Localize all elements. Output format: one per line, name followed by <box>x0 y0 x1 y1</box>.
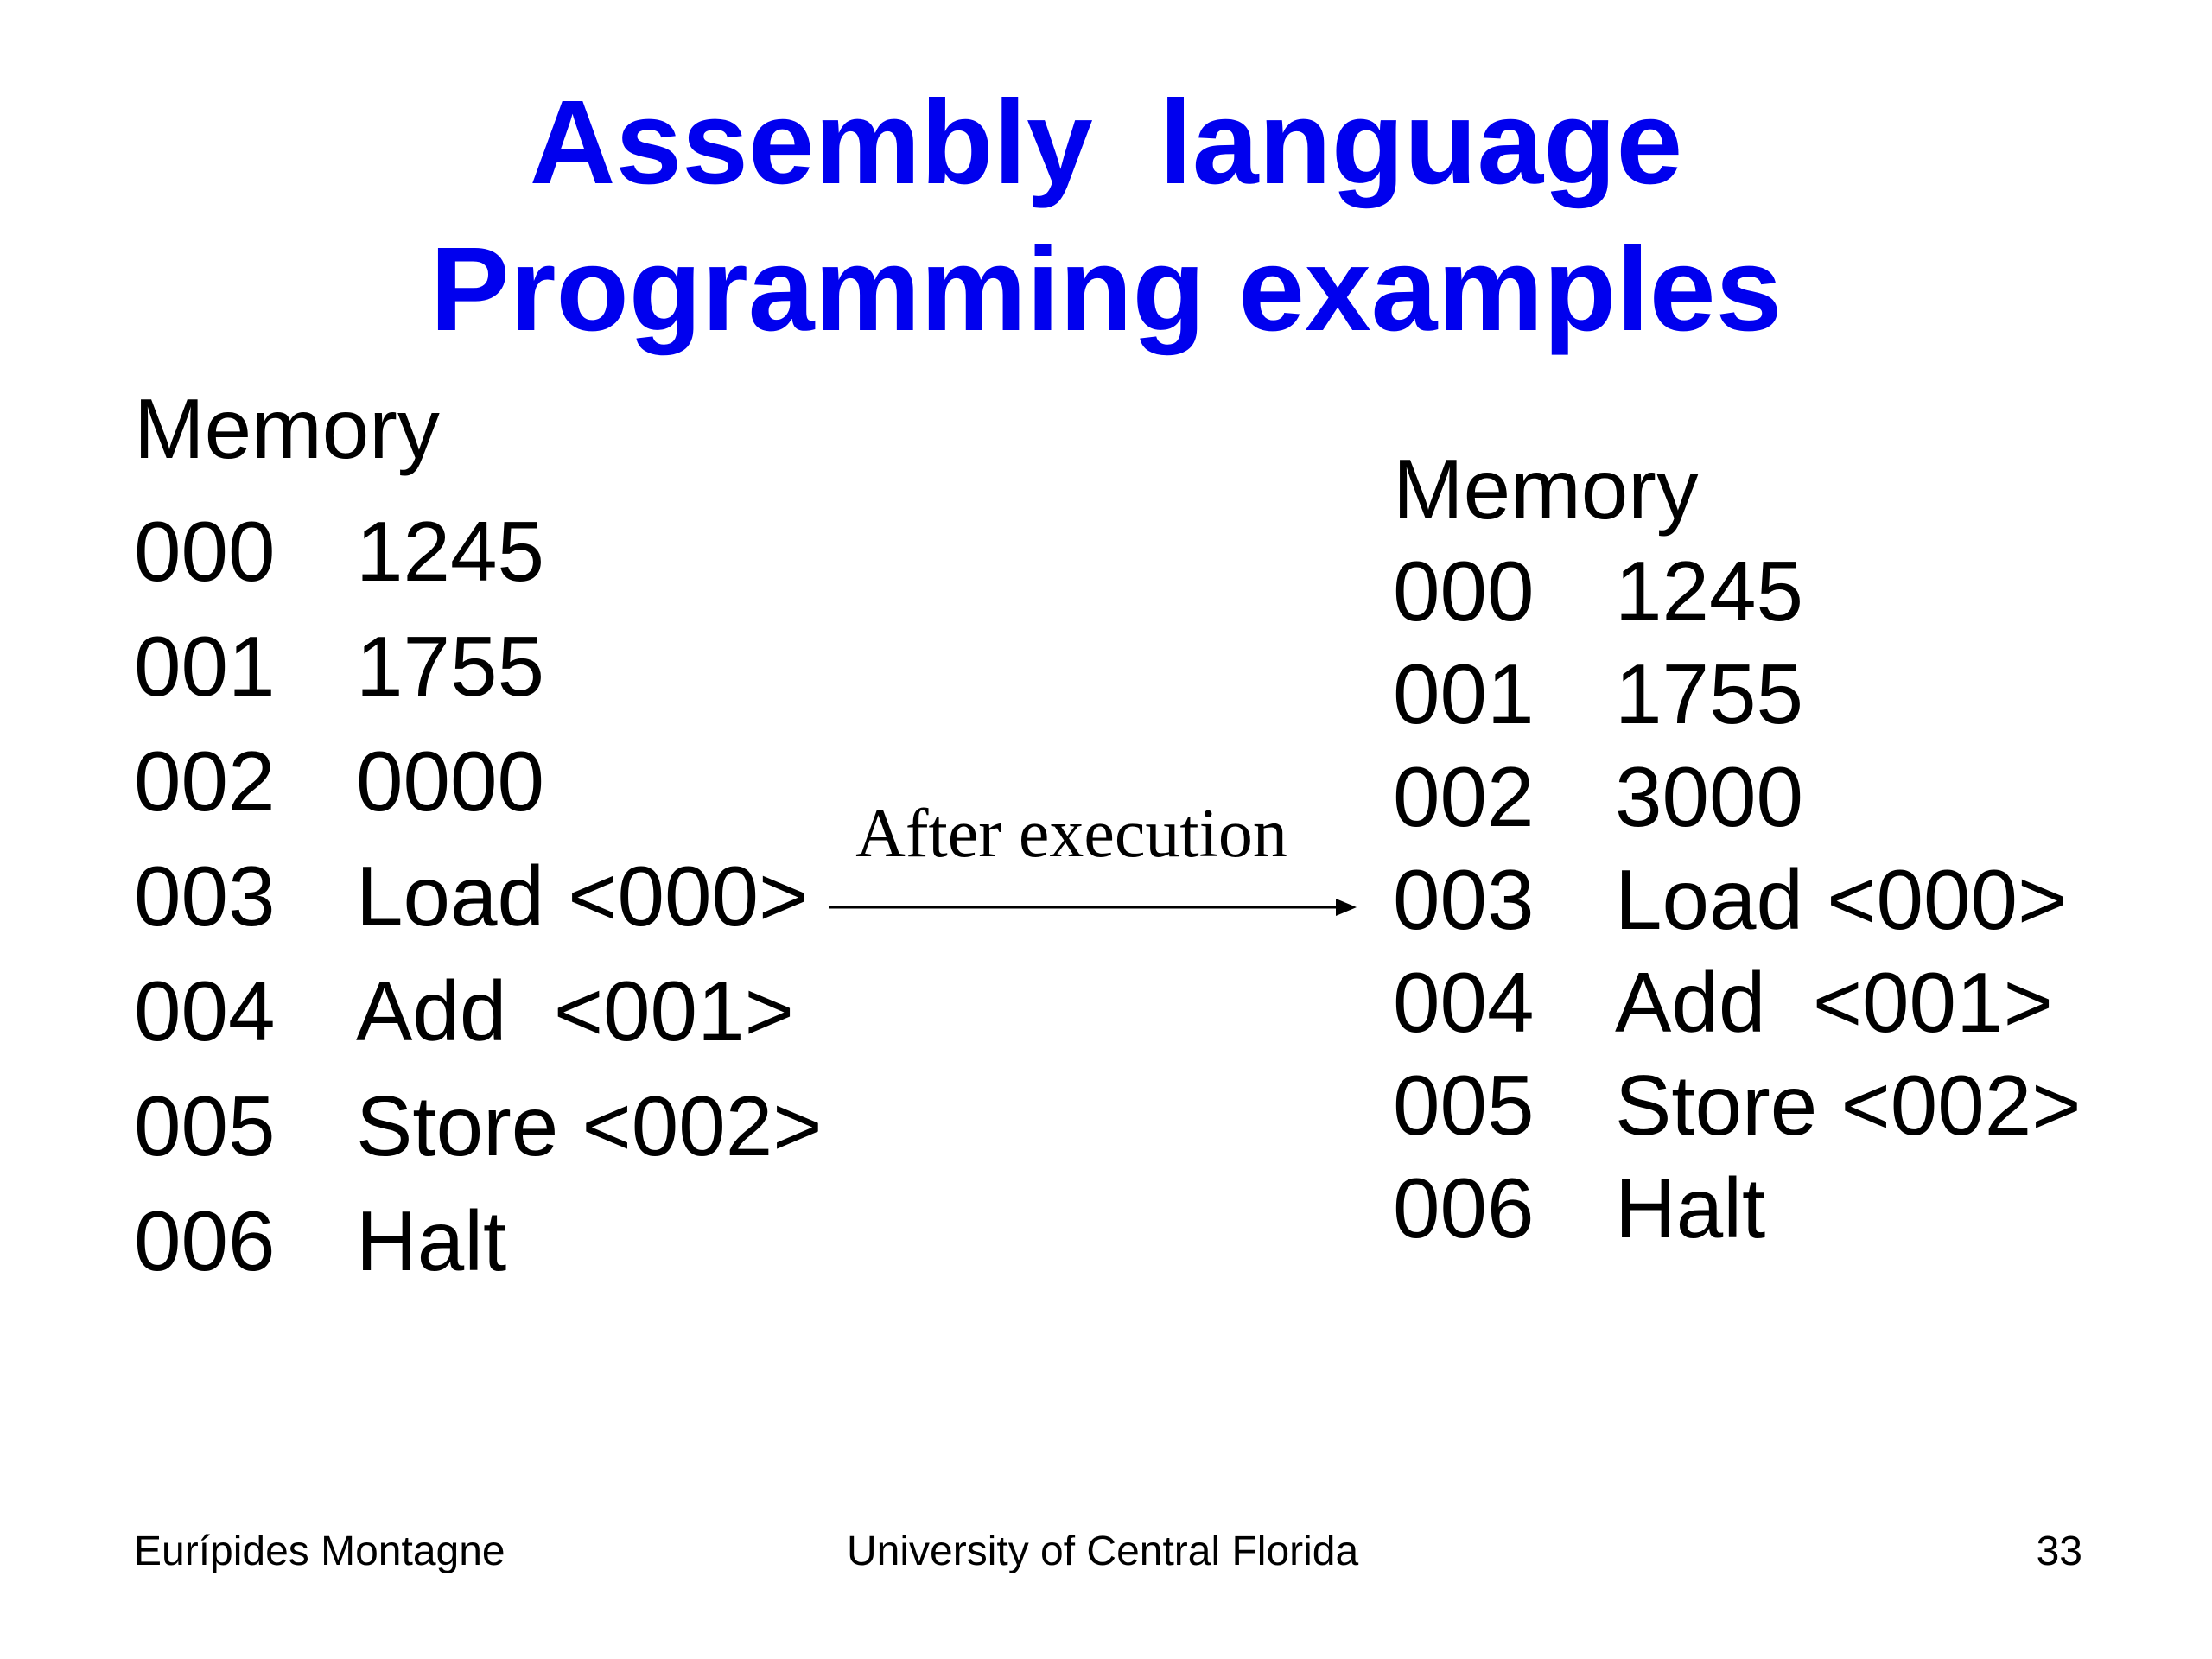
title-line-2: Programming examples <box>429 223 1783 356</box>
memory-address: 002 <box>134 734 276 829</box>
memory-address: 005 <box>1393 1058 1535 1153</box>
memory-address: 006 <box>1393 1160 1535 1255</box>
memory-address: 002 <box>1393 749 1535 844</box>
memory-row: 006 Halt <box>1393 1157 2081 1260</box>
memory-row: 005 Store <002> <box>134 1069 822 1184</box>
memory-value: 1245 <box>1615 543 1804 639</box>
memory-value: 1245 <box>356 504 545 599</box>
title-line-1: Assembly language <box>529 76 1683 209</box>
memory-row: 002 3000 <box>1393 746 2081 849</box>
page-number: 33 <box>2036 1529 2082 1574</box>
memory-after-table: Memory 000 1245 001 1755 002 3000 003 Lo… <box>1393 441 2081 1260</box>
memory-row: 003 Load <000> <box>1393 849 2081 951</box>
right-arrow-icon <box>830 899 1357 916</box>
memory-value: Store <002> <box>1615 1058 2082 1153</box>
memory-address: 003 <box>1393 852 1535 947</box>
memory-row: 004 Add <001> <box>1393 951 2081 1054</box>
after-execution-label: After execution <box>855 796 1287 872</box>
memory-row: 001 1755 <box>134 609 822 724</box>
slide-title: Assembly language Programming examples <box>0 69 2212 363</box>
memory-address: 000 <box>1393 543 1535 639</box>
memory-address: 000 <box>134 504 276 599</box>
memory-row: 001 1755 <box>1393 643 2081 746</box>
memory-value: Halt <box>1615 1160 1766 1255</box>
memory-row: 005 Store <002> <box>1393 1054 2081 1157</box>
memory-address: 006 <box>134 1193 276 1288</box>
memory-value: Load <000> <box>356 849 809 944</box>
memory-value: 1755 <box>1615 646 1804 741</box>
memory-row: 000 1245 <box>1393 540 2081 643</box>
memory-after-heading: Memory <box>1393 442 1699 537</box>
memory-value: Halt <box>356 1193 507 1288</box>
memory-value: 0000 <box>356 734 545 829</box>
memory-address: 003 <box>134 849 276 944</box>
memory-value: Store <002> <box>356 1078 823 1173</box>
memory-value: 1755 <box>356 619 545 714</box>
memory-value: Add <001> <box>356 963 794 1058</box>
memory-before-table: Memory 000 1245 001 1755 002 0000 003 Lo… <box>134 380 822 1299</box>
memory-address: 001 <box>134 619 276 714</box>
memory-value: Add <001> <box>1615 955 2053 1050</box>
memory-row: 003 Load <000> <box>134 839 822 954</box>
footer-author: Eurípides Montagne <box>134 1529 505 1574</box>
memory-row: 006 Halt <box>134 1184 822 1299</box>
memory-value: 3000 <box>1615 749 1804 844</box>
memory-before-heading: Memory <box>134 381 440 476</box>
memory-value: Load <000> <box>1615 852 2068 947</box>
memory-address: 001 <box>1393 646 1535 741</box>
memory-address: 004 <box>1393 955 1535 1050</box>
memory-address: 005 <box>134 1078 276 1173</box>
memory-row: 002 0000 <box>134 724 822 839</box>
footer-university: University of Central Florida <box>847 1529 1359 1574</box>
memory-row: 004 Add <001> <box>134 954 822 1069</box>
memory-row: 000 1245 <box>134 494 822 609</box>
memory-address: 004 <box>134 963 276 1058</box>
